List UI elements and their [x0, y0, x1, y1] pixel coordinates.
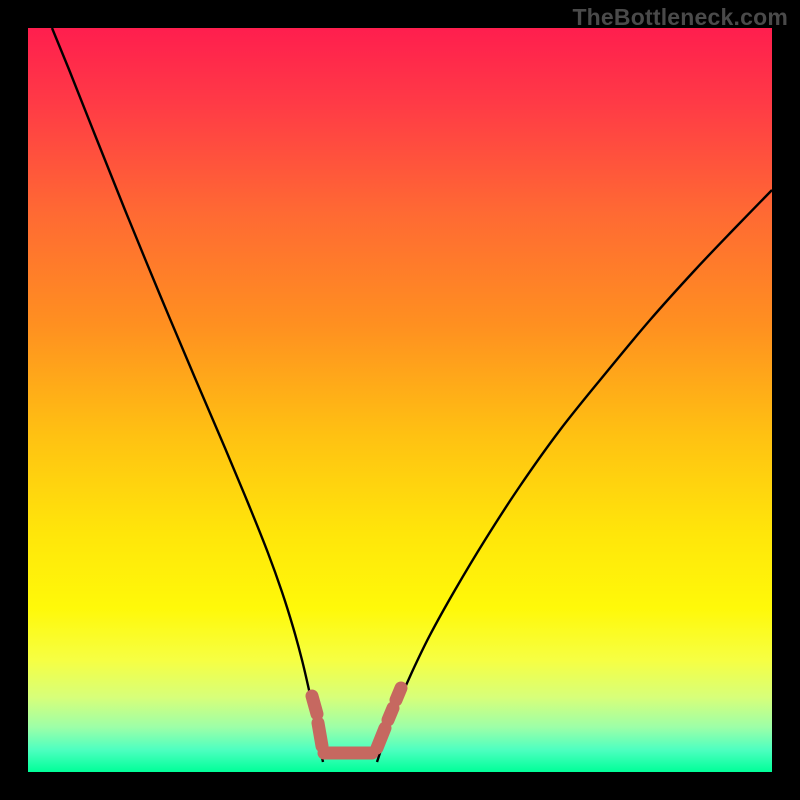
heatmap-background — [28, 28, 772, 772]
chart-container: TheBottleneck.com — [0, 0, 800, 800]
bottleneck-chart — [0, 0, 800, 800]
marker-segment — [388, 708, 393, 720]
marker-segment — [377, 728, 385, 748]
marker-segment — [318, 723, 322, 746]
watermark-text: TheBottleneck.com — [572, 4, 788, 31]
marker-segment — [396, 688, 401, 700]
marker-segment — [312, 696, 317, 714]
